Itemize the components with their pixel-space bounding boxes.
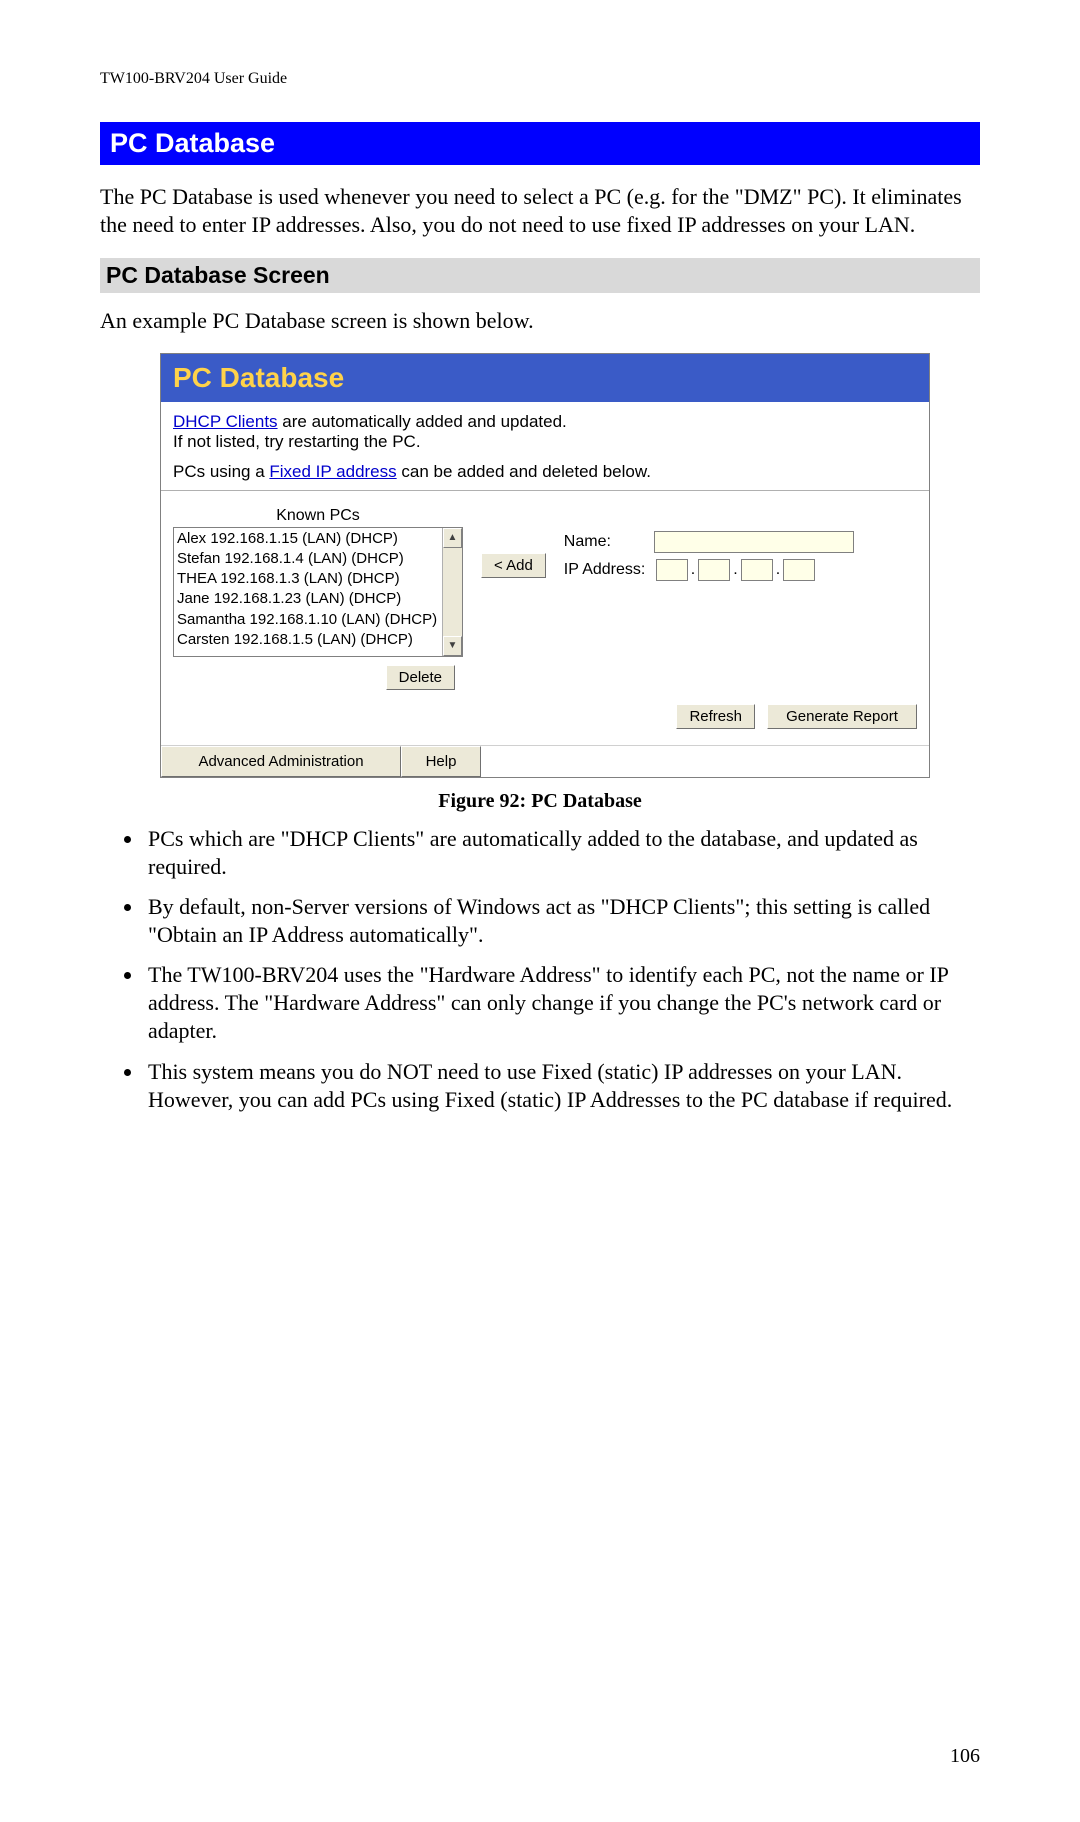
list-item[interactable]: Stefan 192.168.1.4 (LAN) (DHCP) (177, 549, 439, 569)
ip-octet-3[interactable] (741, 559, 773, 581)
bullet-item: The TW100-BRV204 uses the "Hardware Addr… (144, 961, 980, 1045)
add-button[interactable]: < Add (481, 553, 546, 578)
scroll-down-icon[interactable]: ▼ (443, 636, 462, 656)
name-input[interactable] (654, 531, 854, 553)
generate-report-button[interactable]: Generate Report (767, 704, 917, 729)
info-line-1: DHCP Clients are automatically added and… (173, 412, 917, 432)
delete-button[interactable]: Delete (386, 665, 455, 690)
sub-intro: An example PC Database screen is shown b… (100, 307, 980, 335)
ip-dot: . (690, 561, 696, 579)
list-item[interactable]: Alex 192.168.1.15 (LAN) (DHCP) (177, 529, 439, 549)
ip-octet-1[interactable] (656, 559, 688, 581)
pc-database-screenshot: PC Database DHCP Clients are automatical… (160, 353, 930, 778)
ip-octet-2[interactable] (698, 559, 730, 581)
known-pcs-listbox[interactable]: Alex 192.168.1.15 (LAN) (DHCP) Stefan 19… (173, 527, 463, 657)
figure-caption: Figure 92: PC Database (100, 790, 980, 813)
bullet-item: This system means you do NOT need to use… (144, 1058, 980, 1114)
screenshot-title: PC Database (161, 354, 929, 402)
known-pcs-label: Known PCs (173, 507, 463, 525)
help-button[interactable]: Help (401, 746, 481, 777)
info-post-3: can be added and deleted below. (397, 462, 651, 481)
guide-header: TW100-BRV204 User Guide (100, 70, 980, 88)
page-number: 106 (950, 1745, 980, 1768)
dhcp-clients-link[interactable]: DHCP Clients (173, 412, 278, 431)
info-line-3: PCs using a Fixed IP address can be adde… (173, 462, 917, 482)
list-item[interactable]: Jane 192.168.1.23 (LAN) (DHCP) (177, 589, 439, 609)
refresh-button[interactable]: Refresh (676, 704, 755, 729)
ip-label: IP Address: (564, 561, 654, 579)
scrollbar[interactable]: ▲ ▼ (442, 528, 462, 656)
list-item[interactable]: Carsten 192.168.1.5 (LAN) (DHCP) (177, 630, 439, 650)
section-title-bar: PC Database (100, 122, 980, 165)
advanced-admin-button[interactable]: Advanced Administration (161, 746, 401, 777)
bullet-item: PCs which are "DHCP Clients" are automat… (144, 825, 980, 881)
intro-paragraph: The PC Database is used whenever you nee… (100, 183, 980, 238)
list-item[interactable]: THEA 192.168.1.3 (LAN) (DHCP) (177, 569, 439, 589)
scroll-up-icon[interactable]: ▲ (443, 528, 462, 548)
name-label: Name: (564, 533, 654, 551)
info-pre-3: PCs using a (173, 462, 269, 481)
bullet-list: PCs which are "DHCP Clients" are automat… (100, 825, 980, 1114)
info-line-2: If not listed, try restarting the PC. (173, 432, 917, 452)
ip-dot: . (775, 561, 781, 579)
bullet-item: By default, non-Server versions of Windo… (144, 893, 980, 949)
list-item[interactable]: Samantha 192.168.1.10 (LAN) (DHCP) (177, 610, 439, 630)
ip-octet-4[interactable] (783, 559, 815, 581)
subsection-title: PC Database Screen (100, 258, 980, 293)
divider (161, 490, 929, 491)
info-text-1: are automatically added and updated. (278, 412, 567, 431)
fixed-ip-link[interactable]: Fixed IP address (269, 462, 396, 481)
ip-dot: . (732, 561, 738, 579)
